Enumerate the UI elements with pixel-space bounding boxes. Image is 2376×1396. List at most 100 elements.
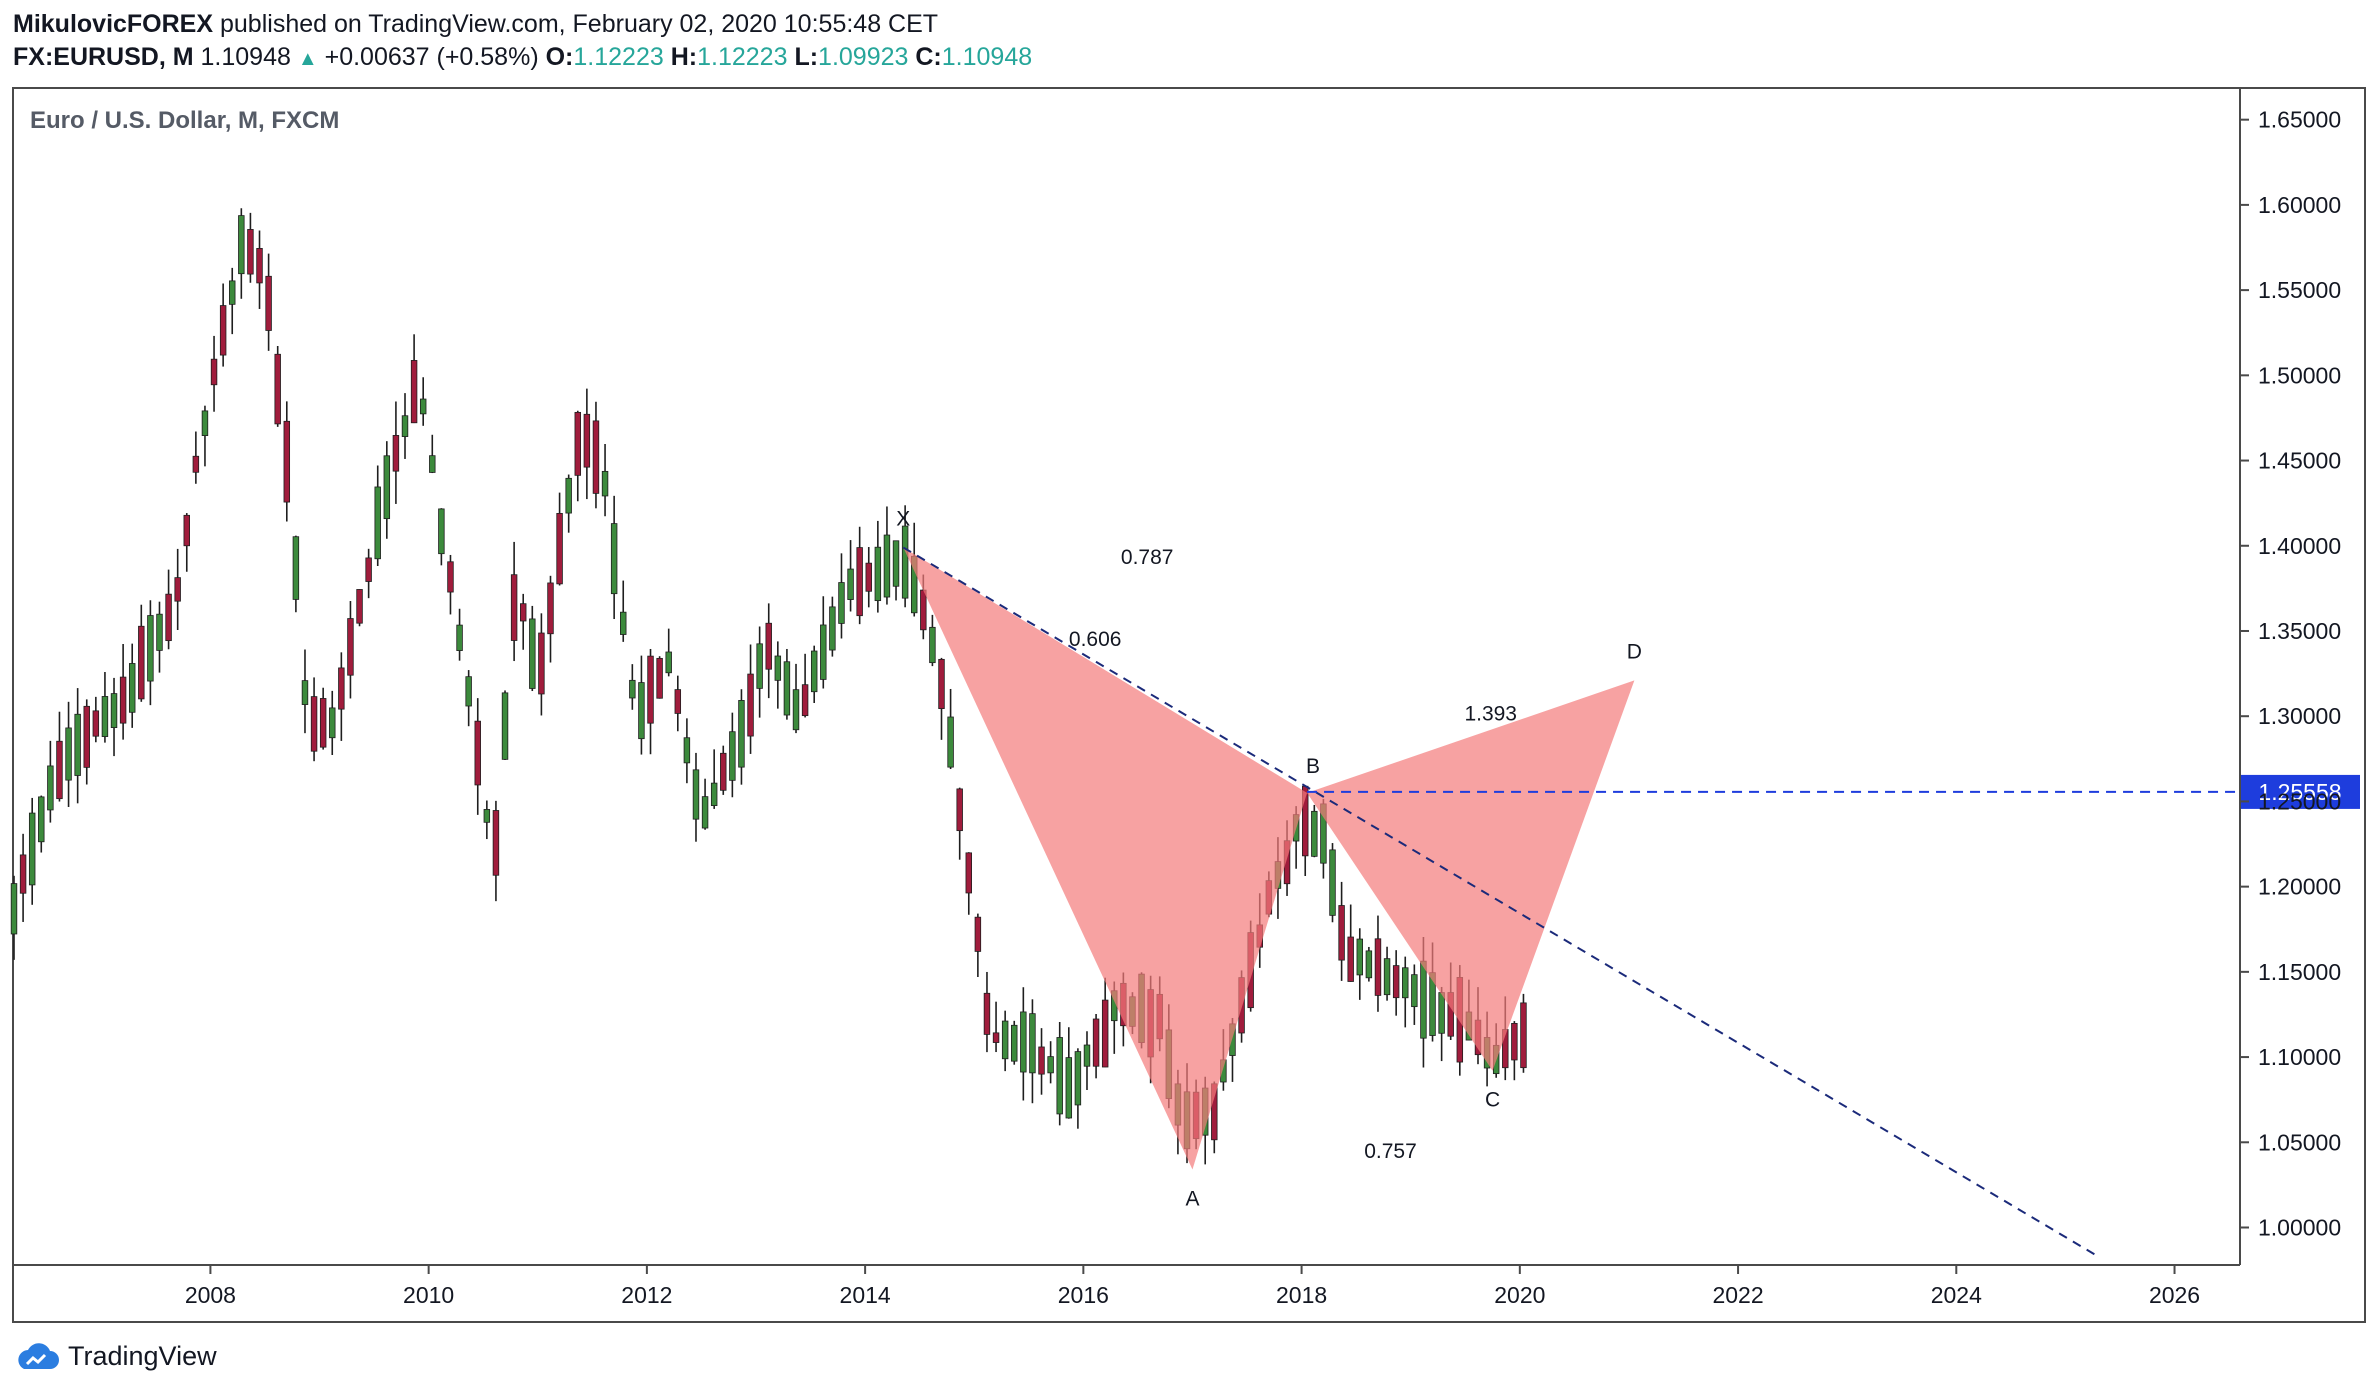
candle-up [792,689,800,731]
candle-up [501,692,509,760]
candle-up [929,626,936,664]
publish-text: published on TradingView.com, February 0… [220,10,939,38]
candle-down [356,589,363,624]
pattern-bcd-triangle[interactable] [1307,680,1635,1071]
candle-up [947,716,954,768]
candle-up [147,615,154,682]
open-label: O: [545,43,574,71]
candle-up [701,796,709,829]
tradingview-footer[interactable]: TradingView [14,1341,217,1372]
candle-up [820,624,827,680]
time-axis: 2008 2010 2012 2014 2016 2018 2020 2022 2024 2026 [14,1264,2240,1308]
candle-down [247,229,254,275]
candle-down [983,992,991,1035]
symbol-label[interactable]: FX:EURUSD, M [13,43,194,71]
candle-down [319,698,327,748]
candle-up [10,883,18,935]
candle-down [219,305,227,356]
ohlc-legend: FX:EURUSD, M 1.10948 ▲ +0.00637 (+0.58%)… [13,41,1032,76]
candle-up [638,682,645,740]
candle-up [756,643,763,689]
candle-down [119,676,127,724]
harmonic-pattern: 1.25558 X A B C D 0.606 0.787 1.393 0.757 [896,507,2360,1258]
candle-down [19,854,27,894]
candle-down [165,593,172,642]
candle-up [774,655,782,681]
candle-down [183,514,190,547]
candle-up [1311,810,1318,857]
candle-down [765,622,772,670]
candle-down [856,547,863,617]
author-name[interactable]: MikulovicFOREX [13,10,214,38]
candle-up [565,477,572,514]
price-tick-label: 1.30000 [2258,703,2341,729]
low-value: 1.09923 [818,43,909,71]
pattern-point-c: C [1485,1089,1500,1112]
candle-down [447,561,454,593]
ratio-label: 0.787 [1121,546,1174,569]
pattern-xab-triangle[interactable] [903,547,1308,1170]
candle-up [110,693,118,729]
candle-up [601,470,609,497]
candle-down [92,710,100,737]
candle-up [401,415,409,437]
candle-down [474,720,481,786]
candle-up [1074,1051,1082,1106]
trendline-dashed[interactable] [902,546,2099,1258]
candle-down [656,657,663,699]
pattern-point-x: X [896,507,910,530]
candle-up [810,650,818,693]
candle-up [529,618,536,689]
price-tick-label: 1.20000 [2258,874,2341,900]
candle-up [1011,1024,1018,1062]
time-tick-label: 2026 [2149,1282,2200,1308]
candle-up [65,727,72,781]
candle-up [610,523,618,595]
price-tick-label: 1.05000 [2258,1129,2341,1155]
candle-down [920,589,927,631]
chart-header: MikulovicFOREX published on TradingView.… [13,8,1032,76]
high-label: H: [670,43,698,71]
tradingview-brand: TradingView [68,1341,217,1371]
candle-up [1083,1044,1091,1067]
ratio-label: 1.393 [1464,703,1517,726]
candle-down [392,435,400,472]
candle-up [874,546,882,602]
price-level-badge [2240,774,2360,809]
candle-down [574,411,581,476]
chart-frame[interactable] [12,87,2366,1323]
candle-up [1411,974,1418,1008]
price-tick-label: 1.60000 [2258,192,2341,218]
time-tick-label: 2016 [1058,1282,1109,1308]
candle-up [483,809,491,823]
candle-up [229,280,236,305]
time-tick-label: 2008 [185,1282,236,1308]
up-arrow-icon: ▲ [297,48,318,70]
candle-down [192,455,200,473]
time-tick-label: 2020 [1494,1282,1545,1308]
candle-down [1374,938,1382,996]
candle-up [1365,950,1373,979]
candle-up [1020,1011,1027,1073]
time-tick-label: 2018 [1276,1282,1327,1308]
candle-down [492,810,500,876]
candle-down [365,557,372,582]
price-tick-label: 1.35000 [2258,618,2341,644]
publish-info: MikulovicFOREX published on TradingView.… [13,8,1032,41]
candle-down [1520,1002,1527,1069]
candle-up [1065,1057,1073,1119]
candle-up [1383,958,1391,996]
candle-down [310,696,318,752]
close-value: 1.10948 [941,43,1033,71]
candle-down [965,852,972,894]
candle-down [538,632,545,695]
candle-up [101,696,109,737]
candle-up [38,796,45,843]
candle-up [629,679,636,699]
price-tick-label: 1.45000 [2258,448,2341,474]
candle-up [301,680,309,705]
candle-up [329,707,336,739]
candle-up [1047,1056,1054,1074]
candle-down [174,577,181,602]
